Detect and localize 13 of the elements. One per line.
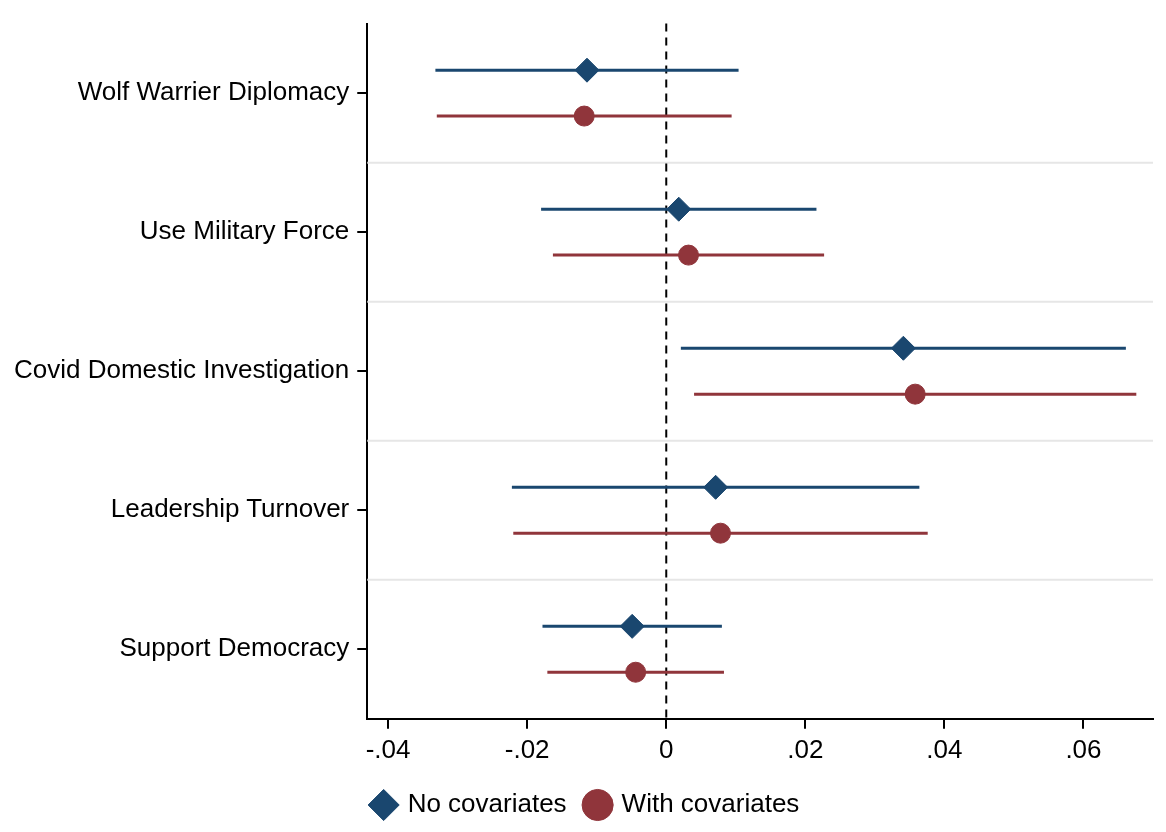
x-tick-label: -.02 bbox=[504, 733, 550, 764]
x-tick-label: 0 bbox=[659, 733, 674, 764]
x-tick-label: -.04 bbox=[365, 733, 411, 764]
y-tick-label: Covid Domestic Investigation bbox=[13, 354, 350, 385]
x-tick-label: .04 bbox=[926, 733, 963, 764]
y-tick-label: Leadership Turnover bbox=[110, 493, 350, 524]
legend-label: With covariates bbox=[621, 788, 800, 819]
x-tick-label: .06 bbox=[1065, 733, 1102, 764]
legend-label: No covariates bbox=[407, 788, 567, 819]
x-tick-label: .02 bbox=[787, 733, 824, 764]
y-tick-label: Wolf Warrier Diplomacy bbox=[77, 76, 350, 107]
y-tick-label: Support Democracy bbox=[119, 632, 350, 663]
y-tick-label: Use Military Force bbox=[139, 215, 350, 246]
